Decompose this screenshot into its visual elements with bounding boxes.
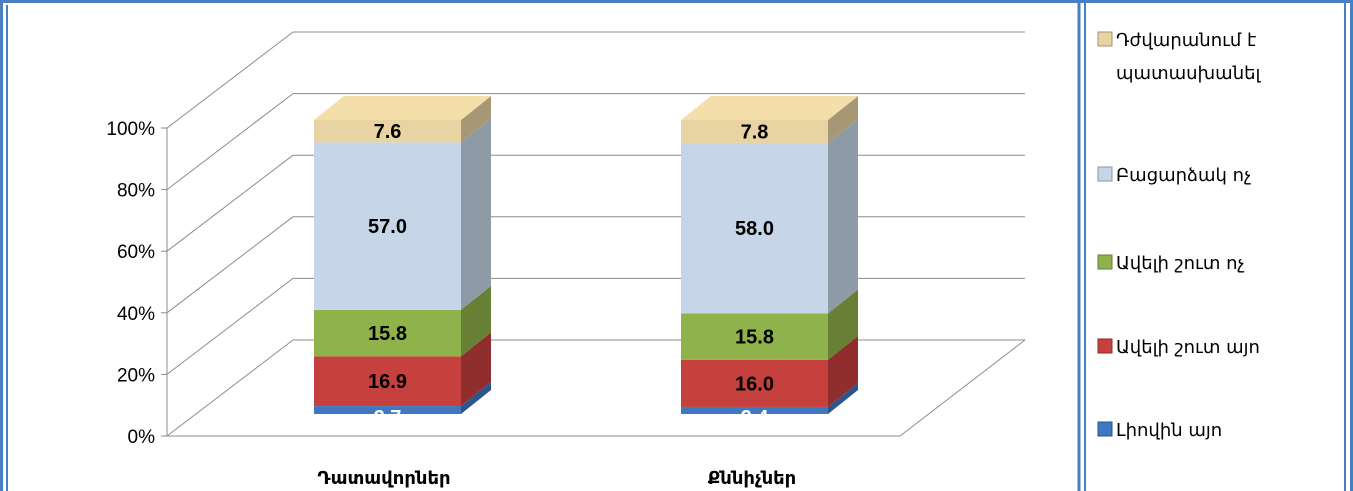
plot-area: 0% 20% 40% 60% 80% 100% 2.7 16.9 15.8 57.0 7.6 Դատա… — [106, 31, 1026, 489]
bar-segment-side — [828, 118, 858, 314]
bar-segment — [681, 359, 828, 407]
data-label: 7.8 — [741, 121, 769, 143]
legend-label: Բացարձակ ոչ — [1116, 165, 1251, 186]
bar-segment — [681, 313, 828, 360]
bar-segment — [681, 120, 828, 143]
bar-segment-side — [461, 118, 491, 310]
data-label: 15.8 — [368, 323, 407, 345]
gridline-depth — [166, 154, 294, 252]
data-label: 57.0 — [368, 216, 407, 238]
floor-right-edge — [899, 339, 1026, 437]
legend-swatch — [1097, 166, 1113, 182]
bar-segment-side — [461, 332, 491, 407]
gridline-depth — [166, 278, 294, 375]
bar-segment-side — [828, 382, 858, 414]
bar-segment — [681, 142, 828, 314]
data-label: 7.6 — [374, 121, 402, 143]
legend-label: Ավելի շուտ ոչ — [1116, 253, 1245, 274]
category-label: Քննիչներ — [708, 468, 797, 489]
y-tick-label: 80% — [117, 181, 155, 202]
bar-top-face — [681, 96, 858, 120]
y-tick-label: 100% — [106, 119, 155, 140]
legend-swatch — [1097, 338, 1113, 354]
y-tick-label: 0% — [128, 427, 156, 448]
legend-swatch — [1097, 421, 1113, 437]
bar-segment — [681, 406, 828, 414]
bar-segment-side — [828, 289, 858, 360]
legend-label: Դժվարանում է — [1116, 30, 1256, 51]
gridline-depth — [166, 93, 294, 190]
bar-segment — [314, 120, 461, 143]
bar-segment-side — [828, 335, 858, 407]
data-label: 2.7 — [374, 407, 402, 429]
bar-segment-side — [461, 285, 491, 357]
legend: Դժվարանում է պատասխանել Բացարձակ ոչ Ավելի շ… — [1097, 30, 1262, 441]
data-label: 15.8 — [735, 327, 774, 349]
bar-segment-side — [461, 96, 491, 143]
bar-segment — [314, 309, 461, 357]
y-tick-label: 20% — [117, 365, 155, 386]
gridline-depth — [166, 216, 294, 314]
data-label: 16.9 — [368, 371, 407, 393]
category-label: Դատավորներ — [317, 468, 450, 489]
y-tick-label: 40% — [117, 304, 155, 325]
legend-label-line2: պատասխանել — [1116, 63, 1262, 84]
gridline-depth — [166, 339, 294, 437]
legend-swatch — [1097, 31, 1113, 47]
legend-swatch — [1097, 254, 1113, 270]
legend-label: Ավելի շուտ այո — [1116, 337, 1260, 358]
legend-label: Լիովին այո — [1116, 420, 1222, 441]
data-label: 16.0 — [735, 373, 774, 395]
data-label: 2.4 — [741, 407, 770, 429]
y-tick-label: 60% — [117, 242, 155, 263]
bar-segment — [314, 406, 461, 414]
bar-top-face — [314, 96, 491, 120]
bar-segment-side — [461, 382, 491, 414]
bar-segment-side — [828, 96, 858, 143]
bar-segment — [314, 356, 461, 407]
gridline-depth — [166, 31, 294, 129]
data-label: 58.0 — [735, 218, 774, 240]
bar-segment — [314, 142, 461, 310]
